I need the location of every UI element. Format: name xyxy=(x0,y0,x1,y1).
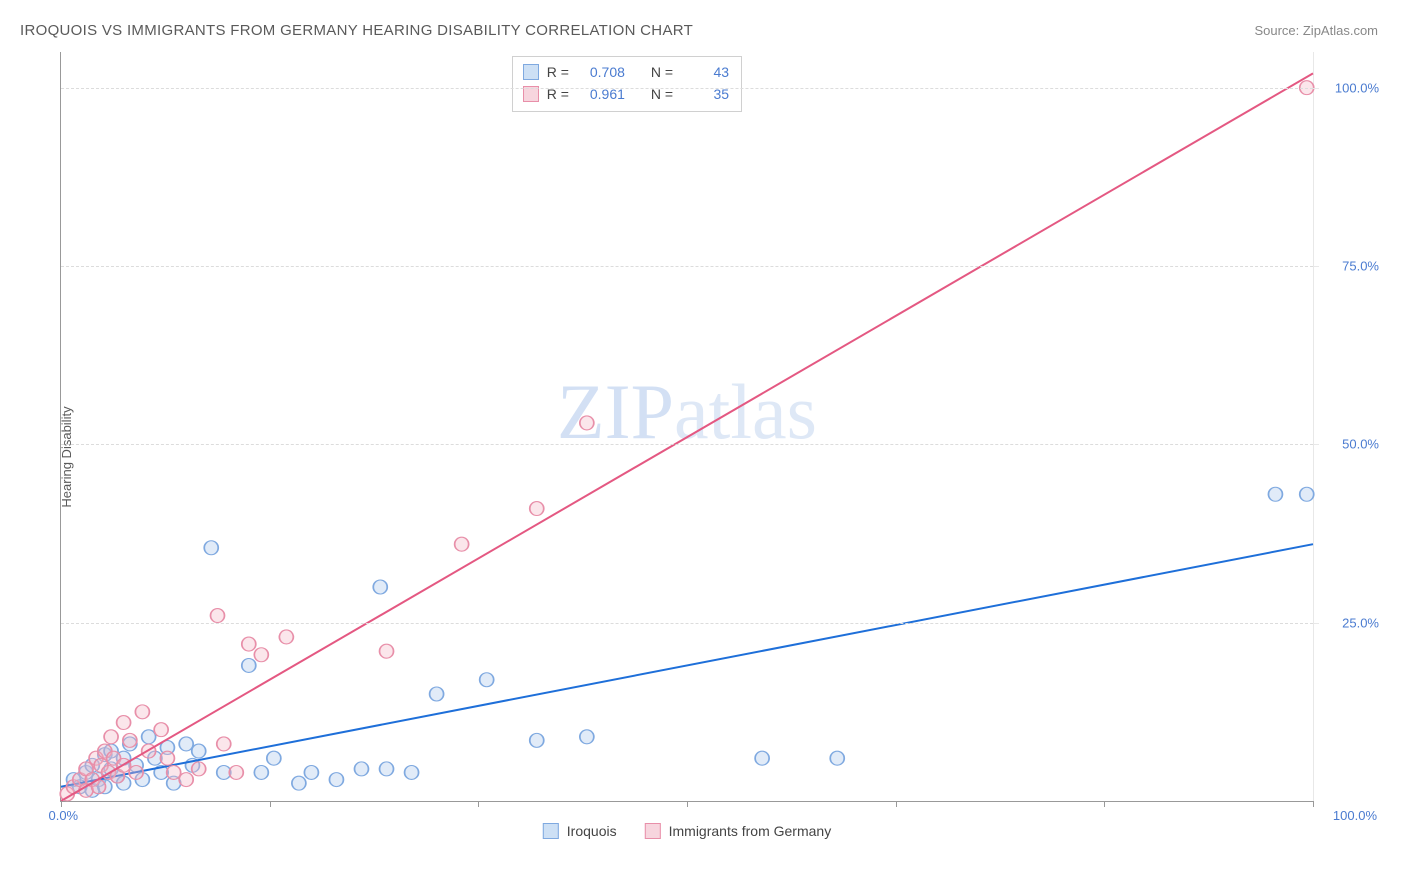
legend-n-label: N = xyxy=(651,61,673,83)
data-point xyxy=(530,733,544,747)
legend-r-value: 0.708 xyxy=(577,61,625,83)
chart-title: IROQUOIS VS IMMIGRANTS FROM GERMANY HEAR… xyxy=(20,22,693,39)
trend-line xyxy=(61,73,1313,801)
plot-svg xyxy=(61,52,1313,801)
x-tick xyxy=(61,801,62,807)
gridline xyxy=(61,88,1313,89)
x-tick-label: 0.0% xyxy=(48,808,78,823)
data-point xyxy=(254,648,268,662)
data-point xyxy=(179,737,193,751)
series-legend: Iroquois Immigrants from Germany xyxy=(543,823,831,839)
data-point xyxy=(123,733,137,747)
data-point xyxy=(167,765,181,779)
data-point xyxy=(135,705,149,719)
data-point xyxy=(580,416,594,430)
legend-r-label: R = xyxy=(547,83,569,105)
data-point xyxy=(329,773,343,787)
data-point xyxy=(373,580,387,594)
y-tick-label: 50.0% xyxy=(1342,437,1379,452)
gridline xyxy=(61,623,1313,624)
data-point xyxy=(354,762,368,776)
x-tick xyxy=(270,801,271,807)
data-point xyxy=(217,737,231,751)
legend-swatch xyxy=(543,823,559,839)
data-point xyxy=(192,762,206,776)
data-point xyxy=(455,537,469,551)
data-point xyxy=(242,637,256,651)
data-point xyxy=(830,751,844,765)
legend-item: Iroquois xyxy=(543,823,617,839)
y-tick-label: 100.0% xyxy=(1335,80,1379,95)
legend-label: Iroquois xyxy=(567,823,617,839)
data-point xyxy=(530,502,544,516)
gridline xyxy=(61,444,1313,445)
y-tick-label: 75.0% xyxy=(1342,259,1379,274)
data-point xyxy=(229,765,243,779)
data-point xyxy=(580,730,594,744)
data-point xyxy=(1268,487,1282,501)
data-point xyxy=(430,687,444,701)
data-point xyxy=(160,751,174,765)
legend-n-label: N = xyxy=(651,83,673,105)
data-point xyxy=(142,730,156,744)
legend-r-label: R = xyxy=(547,61,569,83)
correlation-legend: R = 0.708 N = 43 R = 0.961 N = 35 xyxy=(512,56,742,112)
data-point xyxy=(154,723,168,737)
data-point xyxy=(480,673,494,687)
x-tick-label: 100.0% xyxy=(1333,808,1377,823)
chart-container: Hearing Disability ZIPatlas R =0.708N =4… xyxy=(20,52,1384,862)
data-point xyxy=(292,776,306,790)
x-tick xyxy=(1313,801,1314,807)
legend-label: Immigrants from Germany xyxy=(669,823,832,839)
data-point xyxy=(279,630,293,644)
data-point xyxy=(179,773,193,787)
data-point xyxy=(117,716,131,730)
legend-r-value: 0.961 xyxy=(577,83,625,105)
legend-swatch xyxy=(645,823,661,839)
data-point xyxy=(104,730,118,744)
gridline xyxy=(61,266,1313,267)
legend-item: Immigrants from Germany xyxy=(645,823,832,839)
data-point xyxy=(192,744,206,758)
legend-swatch xyxy=(523,64,539,80)
y-tick-label: 25.0% xyxy=(1342,615,1379,630)
legend-row: R = 0.708 N = 43 xyxy=(523,61,729,83)
data-point xyxy=(1300,487,1314,501)
data-point xyxy=(304,765,318,779)
data-point xyxy=(405,765,419,779)
data-point xyxy=(242,658,256,672)
data-point xyxy=(380,762,394,776)
legend-row: R = 0.961 N = 35 xyxy=(523,83,729,105)
data-point xyxy=(254,765,268,779)
x-tick xyxy=(1104,801,1105,807)
x-tick xyxy=(478,801,479,807)
legend-n-value: 43 xyxy=(681,61,729,83)
legend-n-value: 35 xyxy=(681,83,729,105)
data-point xyxy=(211,609,225,623)
plot-area: ZIPatlas R =0.708N =43R =0.961N =35 Iroq… xyxy=(60,52,1314,802)
x-tick xyxy=(687,801,688,807)
data-point xyxy=(267,751,281,765)
source-attribution: Source: ZipAtlas.com xyxy=(1254,23,1378,38)
data-point xyxy=(380,644,394,658)
data-point xyxy=(755,751,769,765)
data-point xyxy=(129,765,143,779)
x-tick xyxy=(896,801,897,807)
data-point xyxy=(204,541,218,555)
